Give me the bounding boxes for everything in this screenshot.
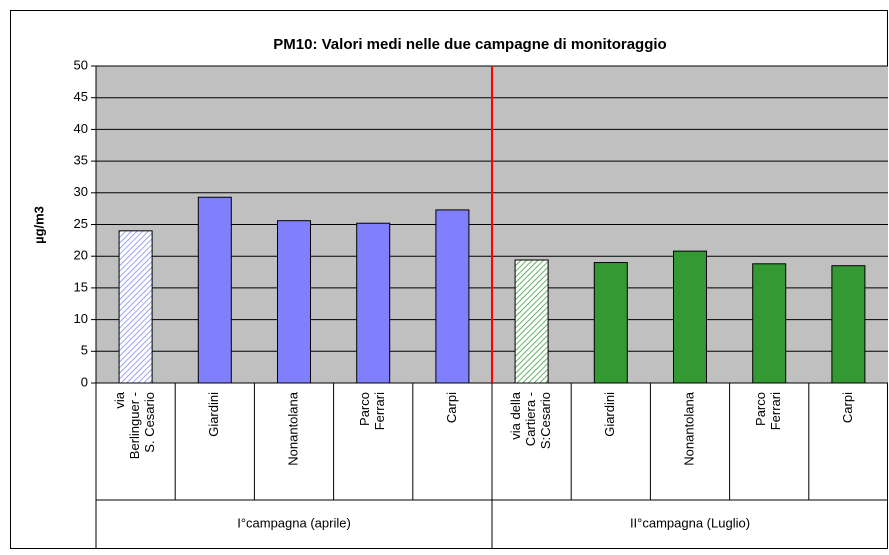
x-tick-label: Giardini (206, 392, 221, 437)
y-tick-label: 25 (74, 216, 88, 231)
x-tick-label: Berlinguer - (127, 392, 142, 459)
chart-title: PM10: Valori medi nelle due campagne di … (273, 36, 666, 53)
group-label: I°campagna (aprile) (237, 515, 351, 530)
bar (752, 263, 787, 384)
x-tick-label: Ferrari (768, 392, 783, 430)
x-tick-label: Nonantolana (681, 391, 696, 465)
bar (673, 250, 707, 384)
bar (118, 230, 153, 384)
bar (197, 196, 232, 384)
y-tick-label: 50 (74, 57, 88, 72)
x-tick-label: Giardini (602, 392, 617, 437)
y-tick-label: 35 (74, 153, 88, 168)
y-tick-label: 30 (74, 184, 88, 199)
y-axis-label: µg/m3 (31, 206, 46, 244)
bar (831, 265, 866, 384)
x-tick-label: S:Cesario (538, 392, 553, 449)
bar (435, 209, 470, 384)
y-tick-label: 5 (81, 343, 88, 358)
bar (514, 259, 549, 384)
x-tick-label: S. Cesario (142, 392, 157, 453)
y-tick-label: 20 (74, 248, 88, 263)
bar (593, 262, 628, 384)
y-tick-label: 45 (74, 89, 88, 104)
x-tick-label: via della (508, 391, 523, 439)
group-label: II°campagna (Luglio) (630, 515, 750, 530)
y-tick-label: 15 (74, 279, 88, 294)
x-tick-label: Nonantolana (285, 391, 300, 465)
x-tick-label: Carpi (444, 392, 459, 423)
x-tick-label: Carpi (840, 392, 855, 423)
y-tick-label: 0 (81, 374, 88, 389)
bar (277, 220, 311, 384)
y-tick-label: 40 (74, 121, 88, 136)
bar (356, 222, 391, 384)
y-tick-label: 10 (74, 311, 88, 326)
x-tick-label: Ferrari (372, 392, 387, 430)
x-tick-label: via (112, 391, 127, 408)
x-tick-label: Parco (753, 392, 768, 426)
x-tick-label: Parco (357, 392, 372, 426)
x-tick-label: Cartiera - (523, 392, 538, 446)
